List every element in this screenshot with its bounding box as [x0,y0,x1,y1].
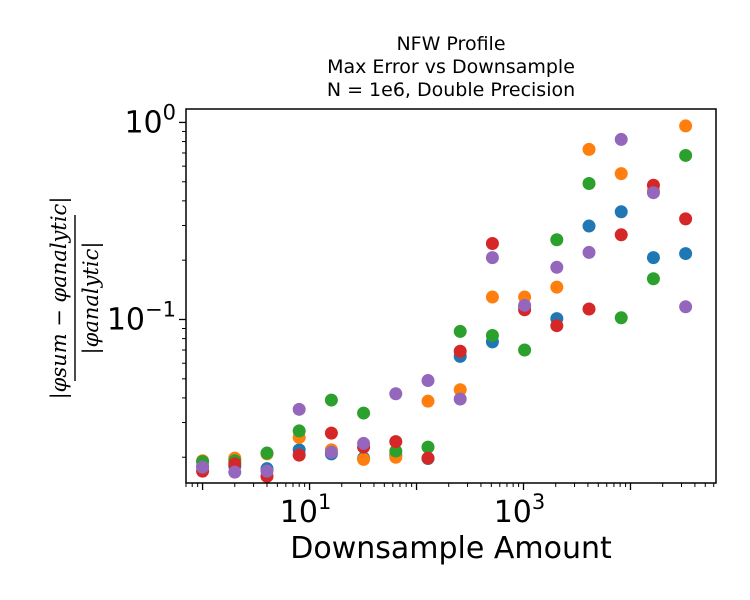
data-point-s5-8 [421,374,435,388]
data-point-s5-15 [646,186,660,200]
y-tick-label-1: 10−1 [107,297,176,337]
data-point-s5-10 [485,251,499,265]
y-axis-label-numerator: |φsum − φanalytic| [47,197,72,400]
data-point-s3-10 [485,328,499,342]
data-point-s5-1 [196,460,210,474]
y-axis-label: |φsum − φanalytic| |φanalytic| [47,197,104,400]
data-point-s3-9 [453,324,467,338]
data-point-s5-9 [453,392,467,406]
data-point-s5-12 [550,260,564,274]
data-point-s3-6 [357,406,371,420]
data-point-s4-5 [324,426,338,440]
data-point-s2-10 [485,290,499,304]
data-point-s4-9 [453,344,467,358]
data-points [196,119,693,483]
data-point-s3-5 [324,393,338,407]
data-point-s4-8 [421,451,435,465]
y-axis-label-denominator: |φanalytic| [79,242,104,355]
y-axis-ticks: 10−1 100 [107,100,186,458]
data-point-s3-15 [646,272,660,286]
data-point-s2-13 [582,142,596,156]
plot-frame [185,108,717,484]
data-point-s5-7 [389,387,403,401]
data-point-s5-5 [324,445,338,459]
data-point-s4-10 [485,237,499,251]
data-point-s2-6 [357,452,371,466]
data-point-s3-14 [614,311,628,325]
x-axis-label: Downsample Amount [290,531,612,566]
data-point-s5-13 [582,245,596,259]
data-point-s5-16 [679,300,693,314]
data-point-s4-14 [614,228,628,242]
data-point-s2-16 [679,119,693,133]
chart-title-line-3: N = 1e6, Double Precision [327,79,575,101]
data-point-s2-8 [421,394,435,408]
data-point-s1-16 [679,247,693,261]
data-point-s2-14 [614,167,628,181]
data-point-s5-6 [357,436,371,450]
data-point-s3-12 [550,233,564,247]
data-point-s3-8 [421,440,435,454]
chart-title: NFW Profile Max Error vs Downsample N = … [327,33,575,101]
data-point-s5-14 [614,132,628,146]
x-tick-label-2: 103 [494,490,546,530]
data-point-s3-16 [679,148,693,162]
data-point-s4-12 [550,319,564,333]
x-axis-ticks: 101 103 [185,483,715,530]
data-point-s1-15 [646,251,660,265]
data-point-s3-4 [292,424,306,438]
data-point-s4-16 [679,212,693,226]
data-point-s3-11 [518,343,532,357]
data-point-s4-13 [582,302,596,316]
y-tick-label-2: 100 [124,100,176,140]
data-point-s2-12 [550,280,564,294]
data-point-s3-3 [260,446,274,460]
data-point-s4-7 [389,435,403,449]
data-point-s5-11 [518,298,532,312]
data-point-s4-4 [292,448,306,462]
x-tick-label-1: 101 [280,490,332,530]
chart-title-line-2: Max Error vs Downsample [327,56,575,78]
data-point-s5-2 [228,465,242,479]
data-point-s2-9 [453,383,467,397]
data-point-s5-4 [292,402,306,416]
data-point-s3-13 [582,176,596,190]
data-point-s3-7 [389,444,403,458]
data-point-s5-3 [260,464,274,478]
chart-title-line-1: NFW Profile [396,33,505,55]
data-point-s1-13 [582,219,596,233]
data-point-s1-14 [614,205,628,219]
